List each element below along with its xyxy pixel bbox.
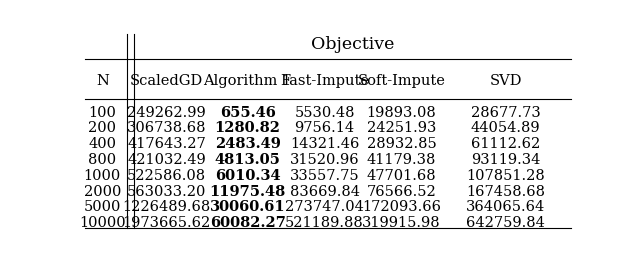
Text: 2000: 2000	[84, 185, 121, 199]
Text: SVD: SVD	[490, 74, 522, 88]
Text: 61112.62: 61112.62	[471, 137, 540, 151]
Text: 31520.96: 31520.96	[290, 153, 359, 167]
Text: 10000: 10000	[79, 216, 125, 230]
Text: 2483.49: 2483.49	[214, 137, 280, 151]
Text: 364065.64: 364065.64	[466, 200, 545, 214]
Text: 24251.93: 24251.93	[367, 121, 436, 135]
Text: 1280.82: 1280.82	[214, 121, 281, 135]
Text: 273747.04: 273747.04	[285, 200, 364, 214]
Text: 1000: 1000	[84, 169, 121, 183]
Text: 5530.48: 5530.48	[294, 105, 355, 120]
Text: 44054.89: 44054.89	[471, 121, 540, 135]
Text: 417643.27: 417643.27	[127, 137, 206, 151]
Text: 47701.68: 47701.68	[367, 169, 436, 183]
Text: 11975.48: 11975.48	[209, 185, 286, 199]
Text: 4813.05: 4813.05	[214, 153, 280, 167]
Text: Fast-Impute: Fast-Impute	[280, 74, 369, 88]
Text: 5000: 5000	[84, 200, 121, 214]
Text: 563033.20: 563033.20	[127, 185, 207, 199]
Text: 9756.14: 9756.14	[294, 121, 355, 135]
Text: 421032.49: 421032.49	[127, 153, 206, 167]
Text: 167458.68: 167458.68	[466, 185, 545, 199]
Text: 14321.46: 14321.46	[290, 137, 359, 151]
Text: Objective: Objective	[311, 36, 394, 53]
Text: 60082.27: 60082.27	[210, 216, 285, 230]
Text: ScaledGD: ScaledGD	[130, 74, 204, 88]
Text: 800: 800	[88, 153, 116, 167]
Text: 1226489.68: 1226489.68	[123, 200, 211, 214]
Text: 1973665.62: 1973665.62	[123, 216, 211, 230]
Text: 19893.08: 19893.08	[367, 105, 436, 120]
Text: 200: 200	[88, 121, 116, 135]
Text: 41179.38: 41179.38	[367, 153, 436, 167]
Text: 400: 400	[88, 137, 116, 151]
Text: 655.46: 655.46	[220, 105, 276, 120]
Text: 107851.28: 107851.28	[466, 169, 545, 183]
Text: Soft-Impute: Soft-Impute	[358, 74, 445, 88]
Text: 76566.52: 76566.52	[367, 185, 436, 199]
Text: 28677.73: 28677.73	[470, 105, 540, 120]
Text: 30060.61: 30060.61	[210, 200, 285, 214]
Text: 6010.34: 6010.34	[215, 169, 280, 183]
Text: 249262.99: 249262.99	[127, 105, 206, 120]
Text: 521189.88: 521189.88	[285, 216, 364, 230]
Text: N: N	[96, 74, 109, 88]
Text: 642759.84: 642759.84	[466, 216, 545, 230]
Text: 172093.66: 172093.66	[362, 200, 441, 214]
Text: 33557.75: 33557.75	[290, 169, 359, 183]
Text: 522586.08: 522586.08	[127, 169, 206, 183]
Text: Algorithm 1: Algorithm 1	[204, 74, 292, 88]
Text: 306738.68: 306738.68	[127, 121, 207, 135]
Text: 28932.85: 28932.85	[367, 137, 436, 151]
Text: 319915.98: 319915.98	[362, 216, 441, 230]
Text: 83669.84: 83669.84	[289, 185, 360, 199]
Text: 93119.34: 93119.34	[471, 153, 540, 167]
Text: 100: 100	[88, 105, 116, 120]
